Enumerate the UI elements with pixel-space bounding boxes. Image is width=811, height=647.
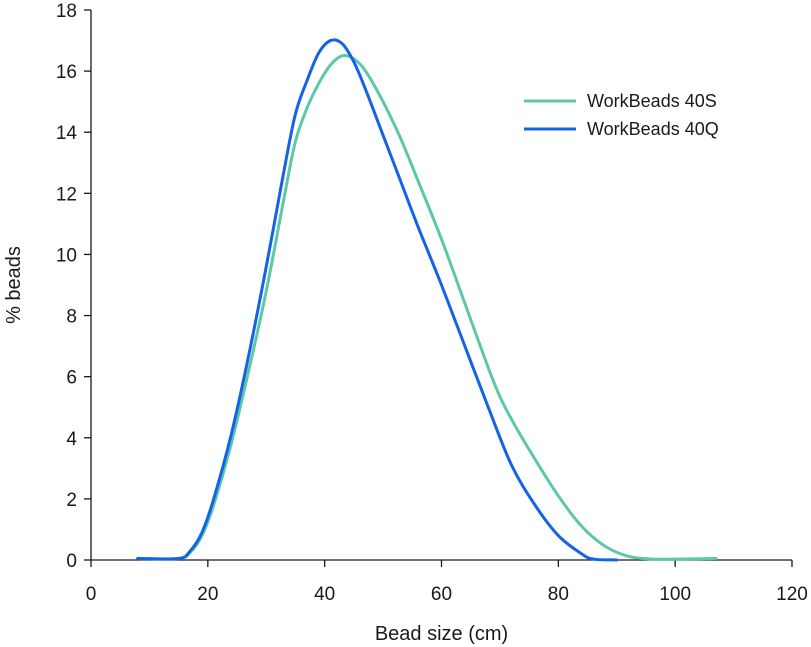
x-tick-label: 40	[314, 584, 335, 605]
y-tick-label: 14	[56, 123, 78, 144]
series-line-workbeads-40q	[136, 38, 619, 562]
x-ticks: 0 20 40 60 80 100 120	[86, 560, 808, 605]
x-tick-label: 0	[86, 584, 97, 605]
series-line-workbeads-40s	[136, 54, 718, 561]
axes: 0 2 4 6 8 10 12 14 16 18 0 20 40 60 80 100 120	[56, 1, 808, 605]
legend-label: WorkBeads 40S	[587, 91, 717, 111]
series-layer	[136, 38, 718, 562]
x-tick-label: 60	[431, 584, 452, 605]
y-tick-label: 8	[66, 307, 77, 328]
y-tick-label: 0	[66, 551, 77, 572]
x-tick-label: 100	[659, 584, 691, 605]
y-tick-label: 2	[66, 490, 77, 511]
x-tick-label: 120	[776, 584, 808, 605]
y-tick-label: 6	[66, 368, 77, 389]
y-tick-label: 4	[66, 429, 77, 450]
y-tick-label: 10	[56, 245, 77, 266]
y-tick-label: 16	[56, 62, 77, 83]
y-ticks: 0 2 4 6 8 10 12 14 16 18	[56, 1, 91, 572]
x-tick-label: 20	[197, 584, 218, 605]
x-axis-title: Bead size (cm)	[375, 623, 508, 645]
legend: WorkBeads 40S WorkBeads 40Q	[524, 91, 719, 139]
y-axis-title: % beads	[3, 246, 25, 324]
y-tick-label: 12	[56, 184, 77, 205]
x-tick-label: 80	[548, 584, 569, 605]
legend-label: WorkBeads 40Q	[587, 119, 719, 139]
y-tick-label: 18	[56, 1, 77, 22]
